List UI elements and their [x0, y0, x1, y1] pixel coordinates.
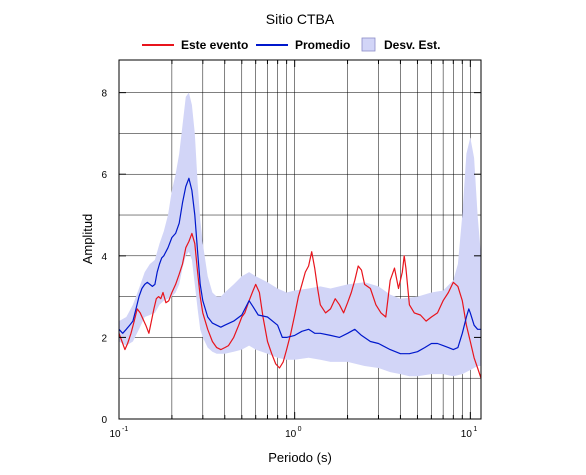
x-tick-exponent: 1 — [473, 426, 477, 433]
x-tick-label: 10 — [109, 429, 121, 440]
series-line-este-evento — [118, 232, 482, 379]
std-dev-band-layer — [119, 92, 481, 377]
x-tick-exponent: 0 — [298, 426, 302, 433]
legend-label-este-evento: Este evento — [181, 38, 248, 52]
x-axis-label: Periodo (s) — [268, 450, 332, 465]
legend-label-desv-est: Desv. Est. — [384, 38, 440, 52]
y-tick-label: 4 — [101, 252, 107, 263]
x-tick-label: 10 — [461, 429, 473, 440]
y-tick-label: 6 — [101, 170, 107, 181]
y-tick-label: 2 — [101, 333, 107, 344]
legend: Este evento Promedio Desv. Est. — [142, 37, 440, 52]
y-axis-label: Amplitud — [80, 214, 95, 265]
y-tick-label: 0 — [101, 415, 107, 426]
chart-title: Sitio CTBA — [266, 11, 335, 27]
legend-label-promedio: Promedio — [295, 38, 350, 52]
y-tick-label: 8 — [101, 89, 107, 100]
x-tick-label: 10 — [285, 429, 297, 440]
series-line-layer — [118, 177, 482, 379]
legend-swatch-desv-est — [361, 37, 376, 52]
plot-frame — [118, 59, 482, 420]
std-dev-band — [119, 92, 481, 377]
series-line-promedio — [118, 177, 481, 355]
x-tick-exponent: -1 — [122, 426, 128, 433]
